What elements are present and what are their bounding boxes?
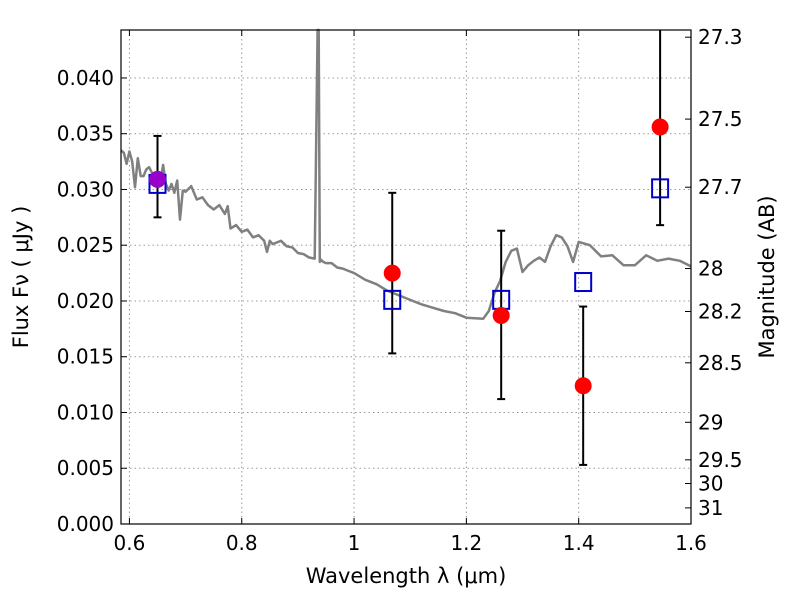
x-tick-label: 1.2 xyxy=(450,531,482,555)
x-tick-label: 0.6 xyxy=(114,531,146,555)
observed-flux-point xyxy=(574,377,592,395)
plot-frame xyxy=(120,29,692,525)
y-tick-label: 0.000 xyxy=(57,512,114,536)
model-photometry-square xyxy=(574,272,593,293)
y2-axis-label: Magnitude (AB) xyxy=(755,195,779,358)
y2-tick-label: 31 xyxy=(698,496,723,520)
y-tick-label: 0.005 xyxy=(57,456,114,480)
y-axis-label: Flux Fν ( μJy ) xyxy=(9,206,33,349)
observed-flux-point xyxy=(149,170,167,188)
y2-tick-label: 30 xyxy=(698,472,723,496)
y-tick-label: 0.030 xyxy=(57,177,114,201)
grid-layer xyxy=(121,30,692,525)
model-photometry-square xyxy=(383,289,402,310)
y-tick-label: 0.010 xyxy=(57,400,114,424)
y2-tick-label: 28.5 xyxy=(698,351,743,375)
y2-tick-label: 27.3 xyxy=(698,25,743,49)
y2-tick-label: 28.2 xyxy=(698,300,743,324)
y2-tick-label: 27.5 xyxy=(698,107,743,131)
x-tick-label: 1.6 xyxy=(675,531,707,555)
y2-tick-label: 29 xyxy=(698,410,723,434)
plot-layer xyxy=(120,28,692,466)
x-tick-label: 1.4 xyxy=(563,531,595,555)
model-photometry-square xyxy=(651,178,670,199)
y-tick-label: 0.015 xyxy=(57,345,114,369)
y2-tick-label: 27.7 xyxy=(698,175,743,199)
y2-tick-label: 28 xyxy=(698,257,723,281)
y2-tick-label: 29.5 xyxy=(698,448,743,472)
y-tick-label: 0.025 xyxy=(57,233,114,257)
x-axis-label: Wavelength λ (μm) xyxy=(306,564,507,588)
x-tick-label: 0.8 xyxy=(226,531,258,555)
model-spectrum-line xyxy=(120,28,692,321)
observed-flux-point xyxy=(383,264,401,282)
observed-flux-point xyxy=(651,118,669,136)
x-tick-label: 1 xyxy=(348,531,361,555)
observed-flux-point xyxy=(492,306,510,324)
y-tick-label: 0.035 xyxy=(57,122,114,146)
y-tick-label: 0.020 xyxy=(57,289,114,313)
tick-layer: 0.6 0.8 1 1.2 1.4 1.6 0.000 0.005 0.010 0.015 0.02… xyxy=(57,25,743,555)
y-tick-label: 0.040 xyxy=(57,66,114,90)
